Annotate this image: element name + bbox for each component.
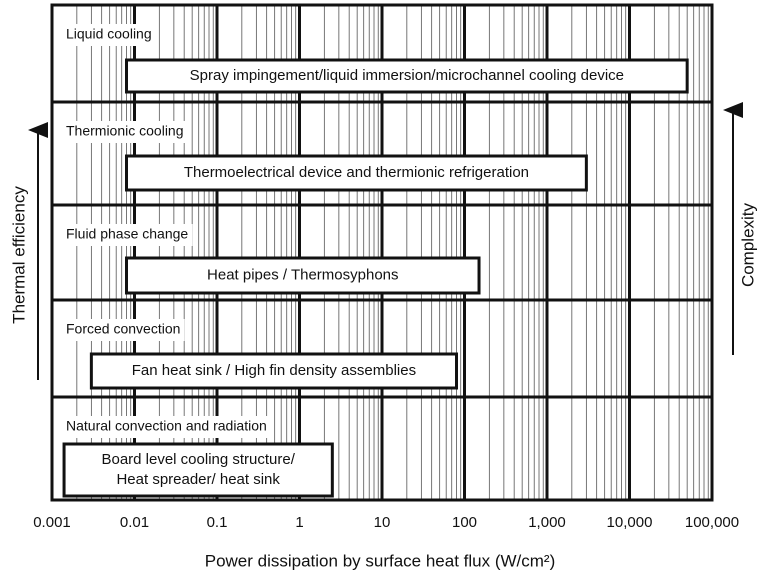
x-tick-label: 100 [452,514,477,531]
x-tick-label: 1 [295,514,303,531]
bar-label: Heat spreader/ heat sink [116,471,280,488]
x-tick-label: 10,000 [607,514,653,531]
bar-label: Thermoelectrical device and thermionic r… [184,164,529,181]
band-title-bg [62,121,188,143]
band-title-bg [62,24,156,46]
band-title: Fluid phase change [66,226,188,242]
x-tick-label: 0.01 [120,514,149,531]
range-bar [125,58,689,94]
x-axis-label: Power dissipation by surface heat flux (… [205,551,556,570]
band-title-bg [62,224,193,246]
bar-label: Spray impingement/liquid immersion/micro… [190,67,624,84]
x-tick-label: 0.001 [33,514,71,531]
range-bar [62,442,334,498]
plot-frame [50,3,714,502]
range-bar [89,352,459,390]
bar-label: Heat pipes / Thermosyphons [207,266,399,283]
x-tick-label: 1,000 [528,514,566,531]
bar-label: Board level cooling structure/ [101,451,295,468]
bar-label: Fan heat sink / High fin density assembl… [132,362,416,379]
right-arrow-label: Complexity [738,202,757,287]
x-tick-label: 100,000 [685,514,739,531]
band-title: Liquid cooling [66,26,152,42]
band-title-bg [62,319,185,341]
range-bar [125,256,481,295]
x-tick-label: 10 [374,514,391,531]
x-tick-label: 0.1 [207,514,228,531]
band-title: Forced convection [66,321,180,337]
marks: Liquid cooling Spray impingement/liquid i… [62,24,689,498]
left-arrow-label: Thermal efficiency [9,186,28,324]
range-bar [125,154,588,192]
band-title: Thermionic cooling [66,123,184,139]
band-title-bg [62,416,271,438]
band-title: Natural convection and radiation [66,418,267,434]
